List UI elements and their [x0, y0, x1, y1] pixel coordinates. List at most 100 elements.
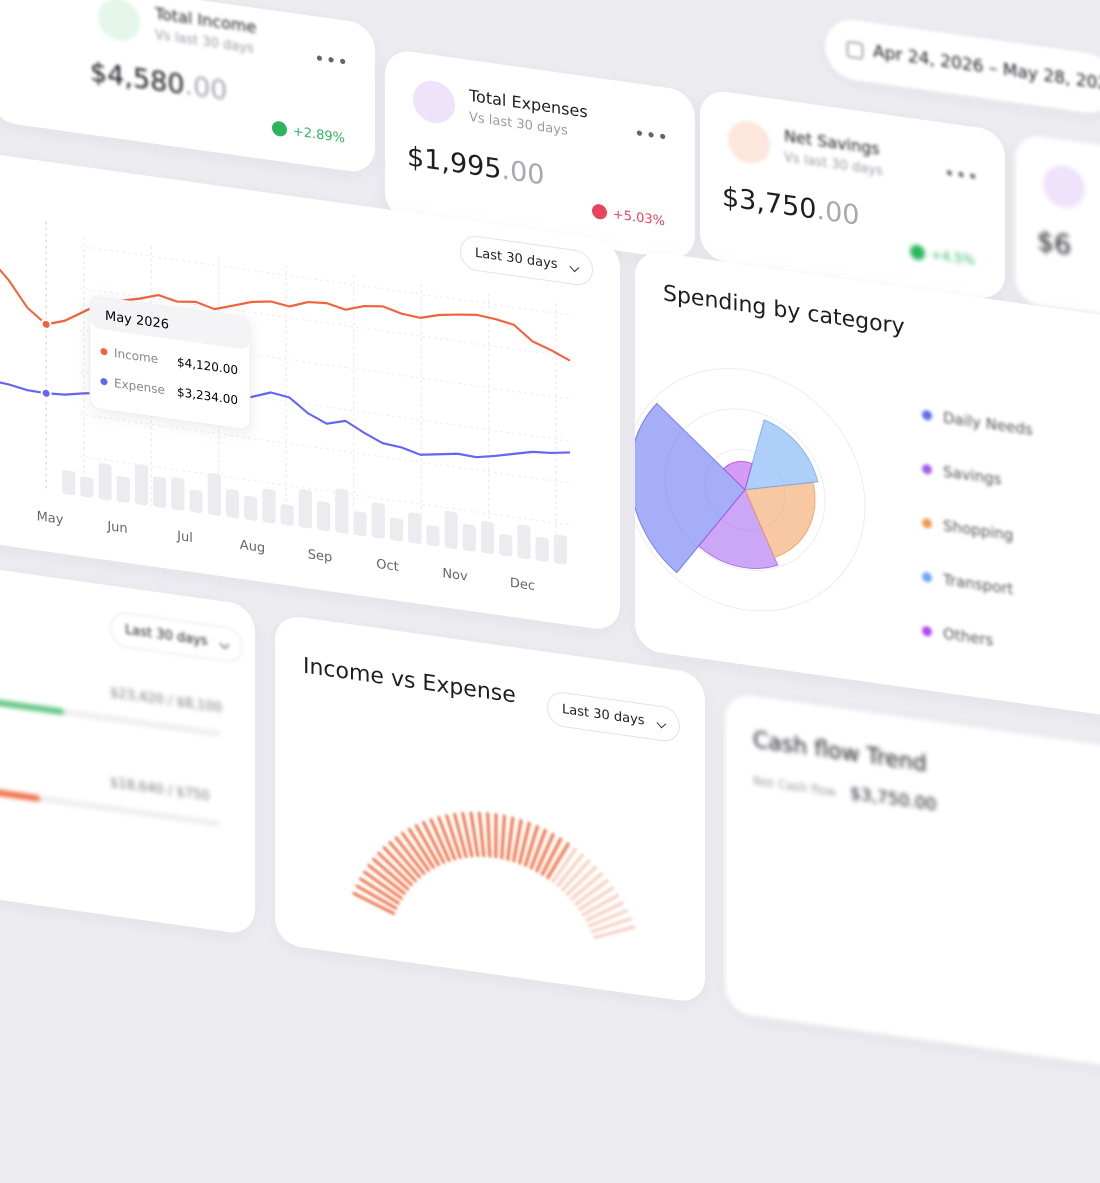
row-amount: $18,640 / $750: [110, 775, 210, 804]
legend-item: Others: [922, 622, 994, 650]
grid-line: [80, 414, 570, 483]
change: +2.89%: [272, 120, 345, 146]
volume-bar: [190, 489, 203, 513]
volume-bar: [153, 476, 166, 508]
x-tick-label: Sep: [308, 547, 332, 565]
cents: .00: [816, 195, 859, 232]
income-icon: [98, 0, 140, 44]
progress-fill: [0, 787, 40, 801]
legend-dot: [922, 626, 932, 637]
volume-bar: [445, 511, 458, 550]
icon: [1043, 163, 1085, 211]
stat-card: $6: [1015, 133, 1100, 331]
volume-bar: [499, 534, 512, 557]
more-menu[interactable]: •••: [634, 123, 669, 149]
amount: $3,750.00: [850, 783, 937, 815]
income-vs-expense-card: Income vs Expense Last 30 days: [275, 614, 705, 1004]
volume-bar: [135, 464, 148, 506]
more-menu[interactable]: •••: [944, 163, 979, 189]
x-tick-label: Nov: [442, 566, 468, 585]
gauge-tick: [488, 814, 490, 856]
volume-bar: [335, 488, 348, 534]
volume-bar: [171, 477, 184, 511]
volume-bar: [463, 524, 476, 552]
series-line: [0, 353, 570, 476]
legend-item: Daily Needs: [922, 406, 1033, 439]
legend-label: Transport: [942, 570, 1013, 598]
card-title: Cash flow Trend: [753, 728, 927, 777]
date-range-picker[interactable]: Apr 24, 2026 – May 28, 2026: [825, 16, 1100, 117]
date-range: Apr 24, 2026 – May 28, 2026: [873, 42, 1100, 97]
x-tick-label: Jul: [176, 529, 193, 546]
stat-card: Total Income Vs last 30 days ••• $4,580.…: [0, 0, 375, 175]
volume-bar: [208, 473, 221, 516]
progress-fill: [0, 697, 64, 715]
down-icon: [592, 203, 607, 220]
period-dropdown[interactable]: Last 30 days: [110, 610, 243, 664]
volume-bar: [98, 463, 111, 501]
volume-bar: [262, 488, 275, 523]
volume-bar: [317, 501, 330, 532]
label: Net Cash flow: [753, 774, 836, 800]
cash-flow-card: Cash flow Trend Net Cash flow $3,750.00: [725, 692, 1100, 1071]
volume-bar: [226, 489, 239, 519]
volume-bar: [408, 512, 421, 544]
volume-bar: [244, 495, 257, 521]
volume-bar: [62, 470, 75, 496]
expense-icon: [413, 78, 455, 126]
amount: $3,750: [722, 181, 816, 225]
volume-bar: [536, 536, 549, 562]
x-tick-label: Jun: [106, 519, 127, 537]
card-amount: $3,750.00: [722, 181, 859, 231]
legend-label: Daily Needs: [943, 409, 1033, 440]
x-tick-label: Oct: [376, 557, 398, 575]
hover-point: [42, 388, 51, 398]
x-tick-label: Aug: [240, 538, 265, 556]
legend-label: Shopping: [943, 517, 1013, 545]
cents: .00: [501, 154, 544, 191]
up-icon: [910, 244, 925, 261]
left-card: Last 30 days $23,420 / $8,100 $18,640 / …: [0, 564, 255, 935]
spending-chart: Daily Needs Savings Shopping Transport Other…: [635, 249, 1100, 722]
volume-bar: [353, 511, 366, 537]
gauge-tick: [479, 813, 483, 855]
change: +4.5%: [910, 244, 975, 269]
volume-bar: [281, 504, 294, 527]
calendar-icon: [847, 41, 863, 59]
volume-bar: [80, 476, 93, 498]
legend-item: Shopping: [922, 514, 1013, 545]
change-value: +5.03%: [613, 207, 665, 229]
legend-dot: [922, 464, 932, 475]
gauge-tick: [471, 813, 478, 855]
x-tick-label: May: [37, 509, 64, 528]
legend-item: Savings: [922, 460, 1002, 489]
volume-bar: [372, 502, 385, 539]
change: +5.03%: [592, 203, 665, 229]
gauge-tick: [508, 817, 513, 859]
amount: $4,580: [90, 57, 184, 101]
legend-dot: [922, 572, 932, 583]
page: Dashboard { "date_range": "Apr 24, 2026 …: [0, 0, 1100, 825]
legend-dot: [922, 410, 932, 421]
hover-point: [42, 319, 51, 329]
legend-label: Others: [943, 625, 994, 650]
change-value: +2.89%: [293, 124, 345, 146]
card-amount: $4,580.00: [90, 57, 227, 107]
volume-bar: [517, 524, 530, 559]
legend-label: Savings: [943, 463, 1002, 489]
change-value: +4.5%: [931, 248, 975, 269]
more-menu[interactable]: •••: [314, 48, 349, 74]
body: Apr 24, 2026 – May 28, 2026 Total Income…: [0, 0, 1100, 825]
x-tick-label: Dec: [510, 576, 535, 594]
up-icon: [272, 120, 287, 137]
amount: $1,995: [407, 141, 501, 185]
card-amount: $1,995.00: [407, 141, 544, 191]
series-line: [0, 246, 570, 398]
gauge: [275, 614, 705, 1004]
cents: .00: [184, 70, 227, 107]
volume-bar: [554, 534, 567, 565]
volume-bar: [117, 476, 130, 503]
volume-bar: [390, 517, 403, 541]
